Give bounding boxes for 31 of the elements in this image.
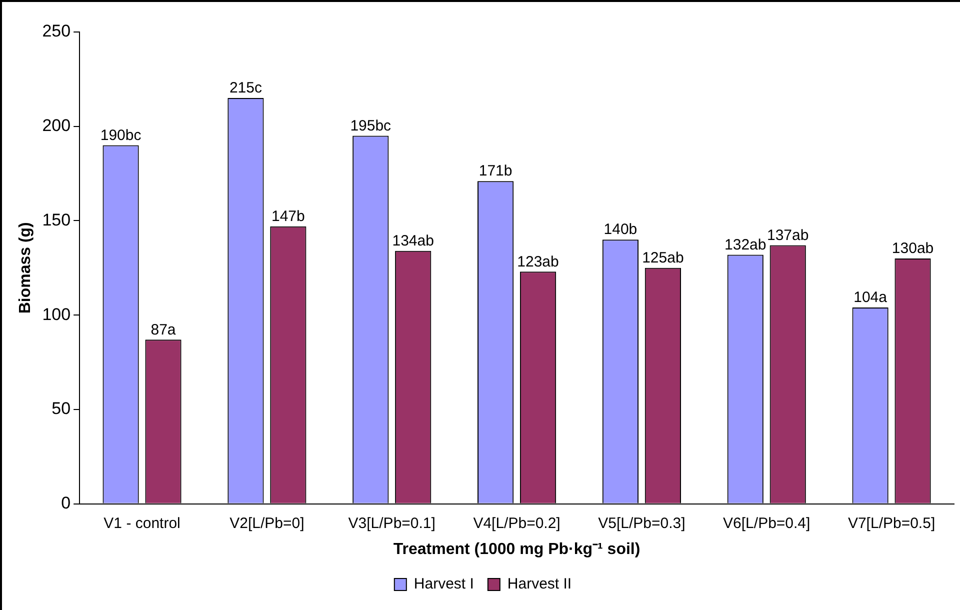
data-label: 104a <box>854 289 888 306</box>
y-axis-title: Biomass (g) <box>17 222 34 314</box>
data-label: 123ab <box>517 253 559 270</box>
x-tick-label: V7[L/Pb=0.5] <box>848 514 936 532</box>
data-label: 147b <box>271 208 305 226</box>
data-label: 134ab <box>392 232 434 250</box>
data-label: 137ab <box>767 226 809 244</box>
data-label: 195bc <box>350 117 392 134</box>
x-tick-label: V5[L/Pb=0.3] <box>598 514 686 532</box>
data-label: 132ab <box>724 236 766 254</box>
legend-label: Harvest II <box>507 576 572 593</box>
y-tick-label: 250 <box>42 22 71 41</box>
x-tick-label: V3[L/Pb=0.1] <box>348 514 436 532</box>
x-tick-label: V4[L/Pb=0.2] <box>473 514 560 532</box>
data-label: 190bc <box>100 126 142 144</box>
data-label: 87a <box>150 321 176 338</box>
data-label: 140b <box>604 221 638 238</box>
data-label: 215c <box>229 80 262 97</box>
y-tick-label: 0 <box>61 493 71 512</box>
legend-label: Harvest I <box>414 576 474 593</box>
y-tick-label: 50 <box>52 399 71 418</box>
y-tick-label: 150 <box>42 210 71 230</box>
x-axis-title: Treatment (1000 mg Pb·kg⁻¹ soil) <box>393 540 640 558</box>
x-tick-label: V1 - control <box>104 514 180 532</box>
x-tick-label: V6[L/Pb=0.4] <box>723 514 810 532</box>
y-tick-label: 100 <box>42 304 71 324</box>
data-label: 171b <box>478 162 512 180</box>
data-label: 125ab <box>642 250 684 267</box>
y-tick-label: 200 <box>42 116 71 136</box>
data-label: 130ab <box>892 240 934 258</box>
x-tick-label: V2[L/Pb=0] <box>230 514 304 532</box>
